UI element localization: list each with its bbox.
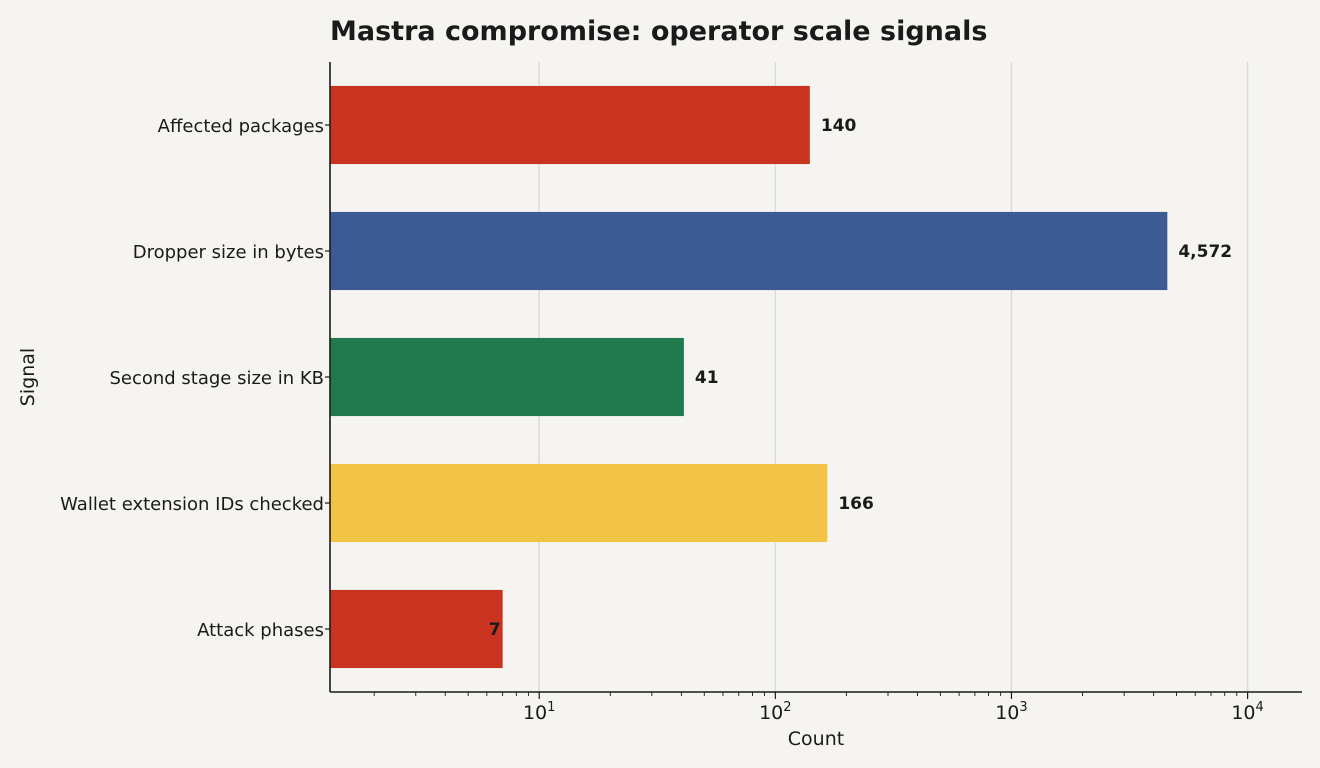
x-tick-label: 102 <box>759 700 791 724</box>
bar <box>330 337 684 417</box>
x-tick-label-exponent: 3 <box>1019 700 1027 715</box>
data-label: 140 <box>821 116 857 136</box>
bar <box>330 463 828 543</box>
bar <box>330 211 1168 291</box>
bar <box>330 85 810 165</box>
x-tick-label: 101 <box>523 700 555 724</box>
category-label: Affected packages <box>158 116 324 137</box>
bar <box>330 589 503 669</box>
category-label: Dropper size in bytes <box>133 242 324 263</box>
x-tick-label-base: 10 <box>523 702 547 724</box>
x-tick-label: 104 <box>1231 700 1263 724</box>
category-labels: Affected packages Dropper size in bytes Se… <box>60 116 324 641</box>
data-label: 41 <box>695 368 719 388</box>
x-axis-title: Count <box>788 728 844 750</box>
x-tick-label-exponent: 1 <box>547 700 555 715</box>
data-label: 166 <box>838 494 874 514</box>
x-tick-label-base: 10 <box>995 702 1019 724</box>
category-label: Wallet extension IDs checked <box>60 494 324 515</box>
category-label: Second stage size in KB <box>109 368 324 389</box>
data-label: 4,572 <box>1178 242 1232 262</box>
x-tick-label-exponent: 4 <box>1256 700 1264 715</box>
x-axis-ticks: 101 102 103 104 <box>325 124 1264 724</box>
x-tick-label: 103 <box>995 700 1027 724</box>
y-axis-title: Signal <box>17 348 39 406</box>
x-tick-label-base: 10 <box>1231 702 1255 724</box>
x-tick-label-base: 10 <box>759 702 783 724</box>
data-labels: 140 4,572 41 166 7 <box>489 116 1232 640</box>
x-tick-label-exponent: 2 <box>783 700 791 715</box>
chart-title: Mastra compromise: operator scale signal… <box>330 16 987 47</box>
bars <box>330 85 1168 669</box>
category-label: Attack phases <box>197 620 324 641</box>
data-label: 7 <box>489 620 501 640</box>
